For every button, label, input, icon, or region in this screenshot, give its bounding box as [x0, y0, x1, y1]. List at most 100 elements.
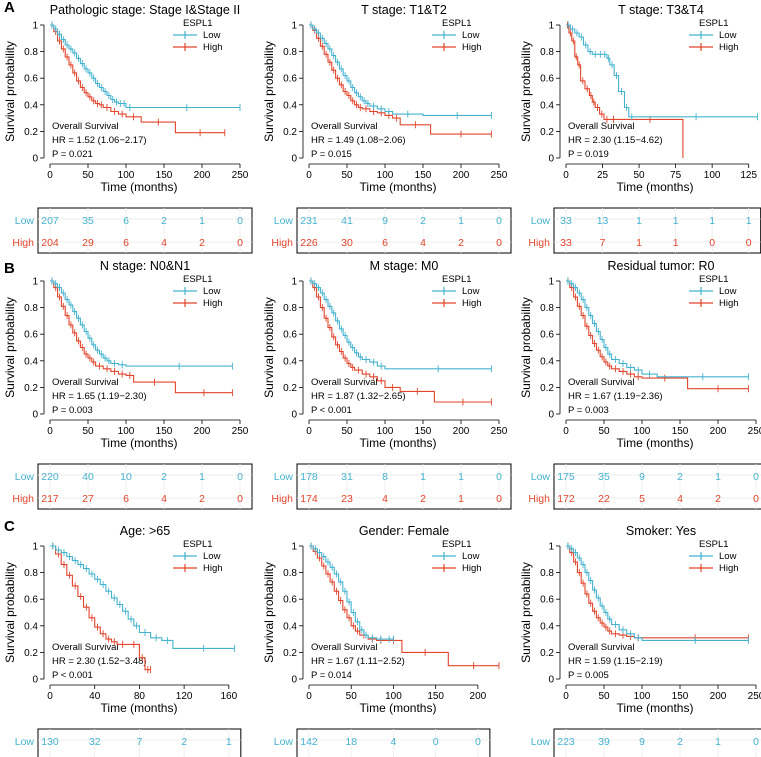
risk-table-box [553, 728, 761, 757]
km-panel-9: Smoker: Yes 0 0.2 0.4 0.6 0.8 1 0 50 100 150 200 250… [519, 524, 761, 757]
risk-table-box [553, 207, 761, 254]
legend-title: ESPL1 [442, 274, 472, 285]
risk-count-low: 1 [715, 471, 721, 483]
legend-title: ESPL1 [699, 539, 729, 550]
y-tick-label: 0.2 [540, 648, 554, 659]
risk-count-high: 2 [199, 493, 205, 505]
y-tick-label: 0.2 [24, 127, 38, 138]
risk-row-label-high: High [528, 237, 550, 249]
risk-count-high: 4 [161, 493, 167, 505]
y-tick-label: 0.2 [283, 127, 297, 138]
risk-count-high: 0 [753, 493, 759, 505]
risk-count-low: 231 [300, 215, 318, 227]
y-tick-label: 0.8 [283, 568, 297, 579]
legend-label-high: High [719, 42, 739, 53]
risk-count-high: 23 [341, 493, 353, 505]
x-tick-label: 50 [341, 426, 353, 437]
y-axis-label: Survival probability [3, 297, 17, 398]
legend-label-high: High [719, 563, 739, 574]
legend-label-high: High [203, 42, 223, 53]
risk-count-high: 204 [41, 237, 59, 249]
legend-label-high: High [203, 298, 223, 309]
risk-count-high: 4 [382, 493, 388, 505]
risk-count-low: 1 [226, 736, 232, 748]
risk-count-low: 1 [673, 215, 679, 227]
risk-count-low: 6 [123, 215, 129, 227]
survival-curve-high [566, 280, 749, 390]
stat-title: Overall Survival [311, 121, 378, 132]
legend-label-high: High [719, 298, 739, 309]
p-value: P = 0.003 [52, 405, 93, 416]
hazard-ratio: HR = 1.65 (1.19−2.30) [52, 391, 147, 402]
x-tick-label: 0 [563, 170, 569, 181]
risk-count-low: 0 [496, 471, 502, 483]
risk-count-low: 31 [341, 471, 353, 483]
risk-count-low: 142 [300, 736, 318, 748]
risk-count-high: 0 [496, 237, 502, 249]
risk-count-high: 5 [639, 493, 645, 505]
legend-label-high: High [462, 298, 482, 309]
risk-count-low: 40 [82, 471, 94, 483]
risk-count-low: 2 [181, 736, 187, 748]
x-tick-label: 125 [740, 170, 757, 181]
risk-row-label-low: Low [531, 471, 551, 483]
legend-title: ESPL1 [442, 539, 472, 550]
risk-table-box [553, 463, 761, 510]
survival-curve-low [309, 545, 394, 640]
x-tick-label: 0 [47, 170, 53, 181]
y-tick-label: 0 [548, 154, 554, 165]
x-tick-label: 150 [156, 426, 173, 437]
legend-title: ESPL1 [183, 18, 213, 29]
risk-count-high: 174 [300, 493, 318, 505]
risk-count-low: 39 [598, 736, 610, 748]
x-tick-label: 40 [89, 691, 101, 702]
risk-count-high: 226 [300, 237, 318, 249]
stat-title: Overall Survival [568, 377, 635, 388]
x-axis-label: Time (months) [101, 436, 178, 450]
x-tick-label: 50 [82, 170, 94, 181]
y-tick-label: 1 [291, 21, 297, 32]
chart-title: Pathologic stage: Stage I&Stage II [50, 3, 240, 17]
risk-count-low: 1 [458, 471, 464, 483]
x-axis-label: Time (months) [101, 180, 178, 194]
legend-title: ESPL1 [699, 18, 729, 29]
legend-title: ESPL1 [699, 274, 729, 285]
y-tick-label: 1 [32, 542, 38, 553]
x-tick-label: 0 [47, 426, 53, 437]
risk-row-label-low: Low [15, 736, 35, 748]
y-tick-label: 0.6 [24, 595, 38, 606]
risk-count-high: 6 [382, 237, 388, 249]
y-tick-label: 1 [548, 277, 554, 288]
chart-title: Residual tumor: R0 [608, 259, 715, 273]
risk-count-high: 30 [341, 237, 353, 249]
risk-table: Low14218400High13816321 [274, 728, 491, 757]
risk-count-low: 35 [82, 215, 94, 227]
y-tick-label: 0.6 [24, 74, 38, 85]
y-axis-label: Survival probability [262, 41, 276, 142]
risk-count-low: 220 [41, 471, 59, 483]
risk-count-high: 6 [123, 493, 129, 505]
y-tick-label: 0.2 [24, 648, 38, 659]
y-tick-label: 0.8 [540, 47, 554, 58]
risk-count-high: 217 [41, 493, 59, 505]
y-axis-label: Survival probability [519, 297, 533, 398]
y-tick-label: 0 [291, 410, 297, 421]
risk-count-low: 1 [458, 215, 464, 227]
chart-title: N stage: N0&N1 [100, 259, 190, 273]
x-tick-label: 200 [194, 170, 211, 181]
risk-row-label-low: Low [15, 215, 35, 227]
x-tick-label: 120 [176, 691, 193, 702]
x-tick-label: 100 [118, 426, 135, 437]
p-value: P = 0.019 [568, 149, 609, 160]
risk-count-low: 1 [420, 471, 426, 483]
risk-count-high: 1 [636, 237, 642, 249]
x-tick-label: 250 [491, 170, 508, 181]
x-tick-label: 80 [134, 691, 146, 702]
risk-count-low: 2 [161, 215, 167, 227]
risk-count-high: 2 [420, 493, 426, 505]
y-axis-label: Survival probability [3, 562, 17, 663]
panel-label-a: A [4, 0, 15, 16]
